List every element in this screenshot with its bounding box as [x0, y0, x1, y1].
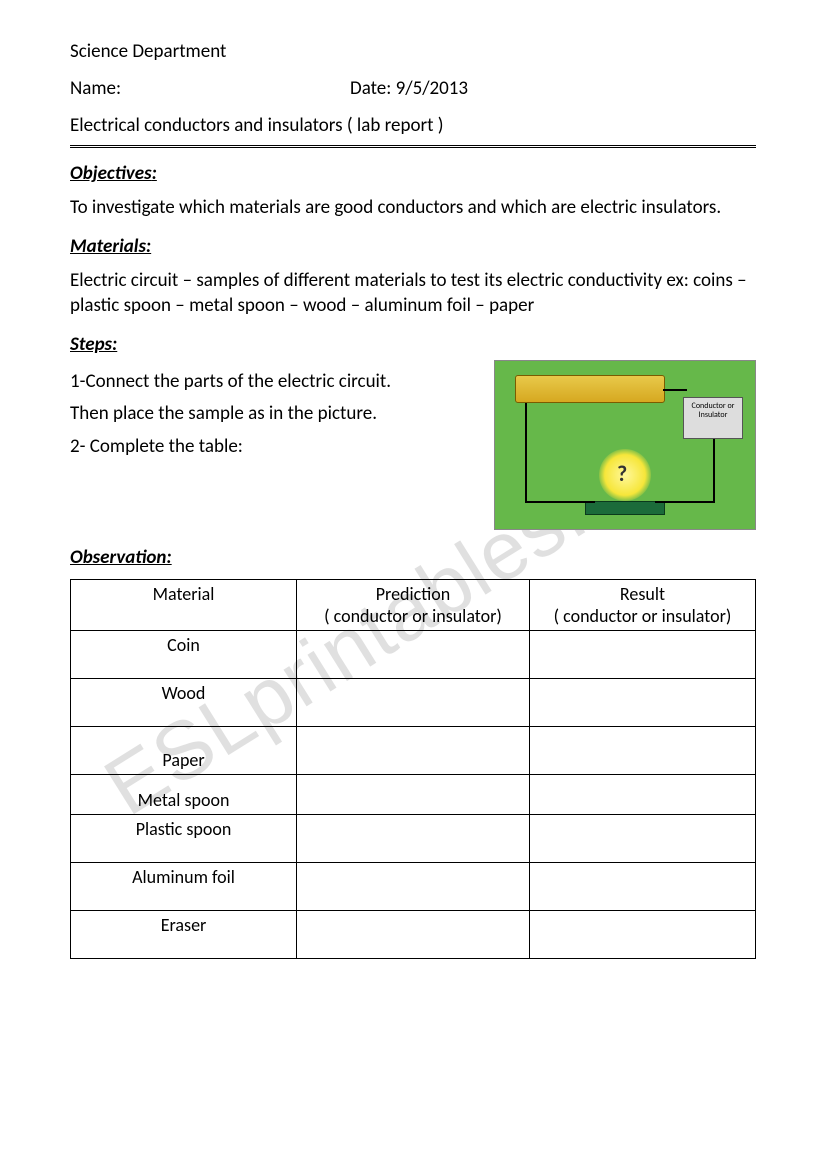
table-row: Plastic spoon: [71, 814, 756, 862]
worksheet-title: Electrical conductors and insulators ( l…: [70, 114, 756, 137]
colon: :: [152, 162, 157, 185]
material-cell: Metal spoon: [71, 774, 297, 814]
objectives-heading-text: Objectives: [70, 162, 152, 185]
result-cell[interactable]: [529, 910, 755, 958]
col-prediction-text: Prediction ( conductor or insulator): [324, 583, 502, 627]
objectives-heading: Objectives:: [70, 162, 756, 185]
test-material-box: Conductor or Insulator: [683, 397, 743, 439]
prediction-cell[interactable]: [297, 726, 530, 774]
worksheet-page: Science Department Name: Date: 9/5/2013 …: [0, 0, 826, 999]
material-cell: Plastic spoon: [71, 814, 297, 862]
header-rule: [70, 145, 756, 148]
name-date-row: Name: Date: 9/5/2013: [70, 77, 756, 100]
col-result-text: Result ( conductor or insulator): [554, 583, 732, 627]
bulb-base-icon: [585, 501, 665, 515]
table-row: Metal spoon: [71, 774, 756, 814]
date-field: Date: 9/5/2013: [350, 77, 468, 100]
material-cell: Eraser: [71, 910, 297, 958]
material-cell: Coin: [71, 630, 297, 678]
observation-table: Material Prediction ( conductor or insul…: [70, 579, 756, 959]
col-result: Result ( conductor or insulator): [529, 579, 755, 630]
department-line: Science Department: [70, 40, 756, 63]
result-cell[interactable]: [529, 678, 755, 726]
date-label: Date:: [350, 77, 391, 100]
objectives-text: To investigate which materials are good …: [70, 195, 756, 221]
table-row: Paper: [71, 726, 756, 774]
date-value: 9/5/2013: [396, 77, 468, 100]
prediction-cell[interactable]: [297, 678, 530, 726]
table-row: Coin: [71, 630, 756, 678]
table-row: Wood: [71, 678, 756, 726]
steps-text: 1-Connect the parts of the electric circ…: [70, 366, 470, 463]
col-material: Material: [71, 579, 297, 630]
step-2: 2- Complete the table:: [70, 431, 470, 463]
steps-block: 1-Connect the parts of the electric circ…: [70, 366, 756, 546]
result-cell[interactable]: [529, 630, 755, 678]
material-cell: Paper: [71, 726, 297, 774]
materials-heading: Materials:: [70, 235, 756, 258]
prediction-cell[interactable]: [297, 910, 530, 958]
table-row: Aluminum foil: [71, 862, 756, 910]
result-cell[interactable]: [529, 862, 755, 910]
step-1a: 1-Connect the parts of the electric circ…: [70, 366, 470, 398]
bulb-question-mark: ?: [617, 460, 627, 487]
name-label: Name:: [70, 77, 350, 100]
result-cell[interactable]: [529, 774, 755, 814]
wire-icon: [713, 439, 715, 503]
result-cell[interactable]: [529, 726, 755, 774]
result-cell[interactable]: [529, 814, 755, 862]
prediction-cell[interactable]: [297, 862, 530, 910]
step-1b: Then place the sample as in the picture.: [70, 398, 470, 430]
material-cell: Aluminum foil: [71, 862, 297, 910]
circuit-diagram: Conductor or Insulator ?: [494, 360, 756, 530]
wire-icon: [525, 501, 595, 503]
wire-icon: [525, 403, 527, 503]
prediction-cell[interactable]: [297, 630, 530, 678]
table-header-row: Material Prediction ( conductor or insul…: [71, 579, 756, 630]
table-body: CoinWoodPaperMetal spoonPlastic spoonAlu…: [71, 630, 756, 958]
col-prediction: Prediction ( conductor or insulator): [297, 579, 530, 630]
wire-icon: [663, 389, 687, 391]
table-row: Eraser: [71, 910, 756, 958]
steps-heading: Steps:: [70, 333, 756, 356]
prediction-cell[interactable]: [297, 774, 530, 814]
observation-heading: Observation:: [70, 546, 756, 569]
material-cell: Wood: [71, 678, 297, 726]
battery-icon: [515, 375, 665, 403]
materials-text: Electric circuit – samples of different …: [70, 268, 756, 319]
prediction-cell[interactable]: [297, 814, 530, 862]
wire-icon: [655, 501, 715, 503]
